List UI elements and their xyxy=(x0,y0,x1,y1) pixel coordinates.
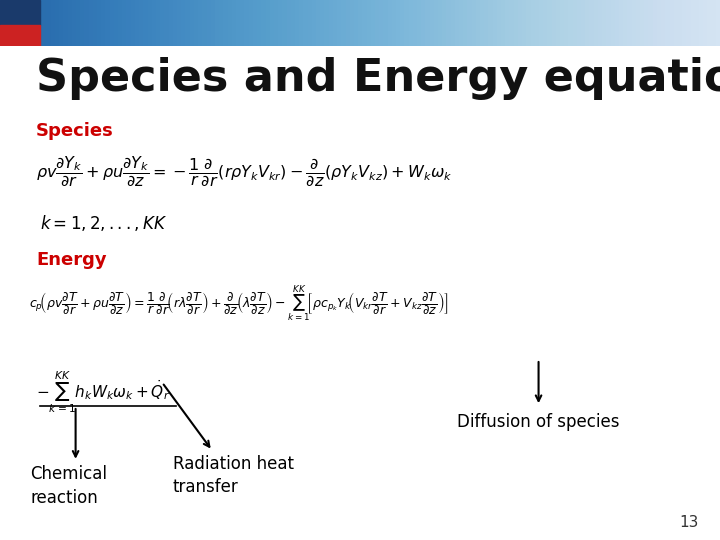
Bar xyxy=(0,25,40,46)
Text: transfer: transfer xyxy=(173,478,238,496)
Text: Chemical: Chemical xyxy=(30,465,107,483)
Bar xyxy=(0,0,40,25)
Text: reaction: reaction xyxy=(30,489,98,507)
Text: $k = 1, 2, ..., KK$: $k = 1, 2, ..., KK$ xyxy=(40,213,167,233)
Text: Species and Energy equation: Species and Energy equation xyxy=(36,57,720,100)
Text: $-\sum_{k=1}^{KK} h_k W_k \omega_k + \dot{Q}_r$: $-\sum_{k=1}^{KK} h_k W_k \omega_k + \do… xyxy=(36,370,170,415)
Text: $\rho v\dfrac{\partial Y_k}{\partial r} + \rho u\dfrac{\partial Y_k}{\partial z}: $\rho v\dfrac{\partial Y_k}{\partial r} … xyxy=(36,154,452,187)
Text: $c_p\!\left(\rho v\dfrac{\partial T}{\partial r} + \rho u\dfrac{\partial T}{\par: $c_p\!\left(\rho v\dfrac{\partial T}{\pa… xyxy=(29,284,449,324)
Text: Radiation heat: Radiation heat xyxy=(173,455,294,472)
Text: 13: 13 xyxy=(679,515,698,530)
Text: Diffusion of species: Diffusion of species xyxy=(457,413,620,431)
Text: Energy: Energy xyxy=(36,251,107,269)
Text: Species: Species xyxy=(36,122,114,139)
